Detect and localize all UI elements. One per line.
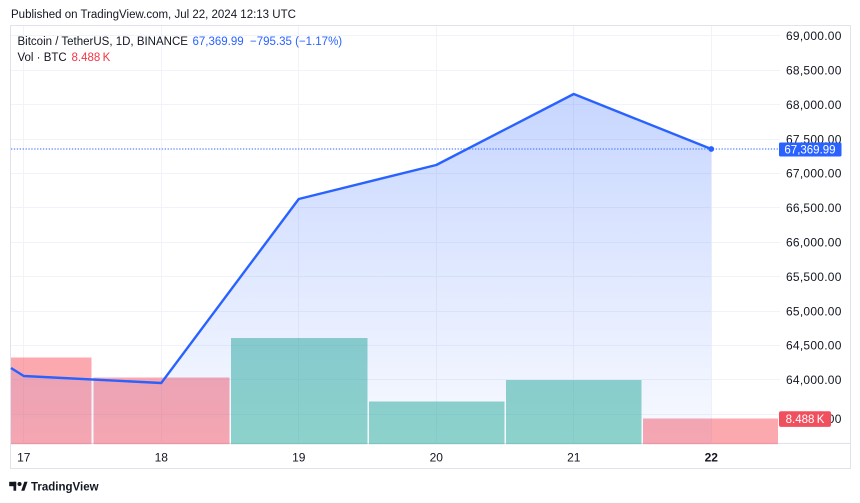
svg-text:8.488 K: 8.488 K — [72, 52, 111, 64]
svg-text:Vol · BTC: Vol · BTC — [18, 52, 67, 64]
svg-text:20: 20 — [430, 451, 444, 465]
svg-text:65,500.00: 65,500.00 — [786, 270, 842, 284]
svg-text:67,000.00: 67,000.00 — [786, 167, 842, 181]
svg-text:TradingView: TradingView — [31, 482, 99, 494]
svg-text:66,000.00: 66,000.00 — [786, 236, 842, 250]
svg-text:64,000.00: 64,000.00 — [786, 373, 842, 387]
svg-text:68,500.00: 68,500.00 — [786, 64, 842, 78]
svg-text:64,500.00: 64,500.00 — [786, 339, 842, 353]
svg-text:17: 17 — [17, 451, 31, 465]
svg-text:18: 18 — [155, 451, 169, 465]
svg-text:21: 21 — [567, 451, 581, 465]
svg-text:67,369.99 −795.35 (−1.17%): 67,369.99 −795.35 (−1.17%) — [193, 36, 343, 48]
svg-text:8.488 K: 8.488 K — [786, 414, 825, 426]
svg-text:69,000.00: 69,000.00 — [786, 29, 842, 43]
svg-text:67,369.99: 67,369.99 — [784, 145, 835, 157]
svg-text:68,000.00: 68,000.00 — [786, 98, 842, 112]
svg-text:22: 22 — [705, 451, 719, 465]
svg-text:19: 19 — [292, 451, 306, 465]
svg-text:65,000.00: 65,000.00 — [786, 304, 842, 318]
svg-text:Bitcoin / TetherUS, 1D, BINANC: Bitcoin / TetherUS, 1D, BINANCE — [18, 36, 189, 48]
svg-text:66,500.00: 66,500.00 — [786, 201, 842, 215]
svg-text:Published on TradingView.com,: Published on TradingView.com, Jul 22, 20… — [11, 9, 296, 21]
